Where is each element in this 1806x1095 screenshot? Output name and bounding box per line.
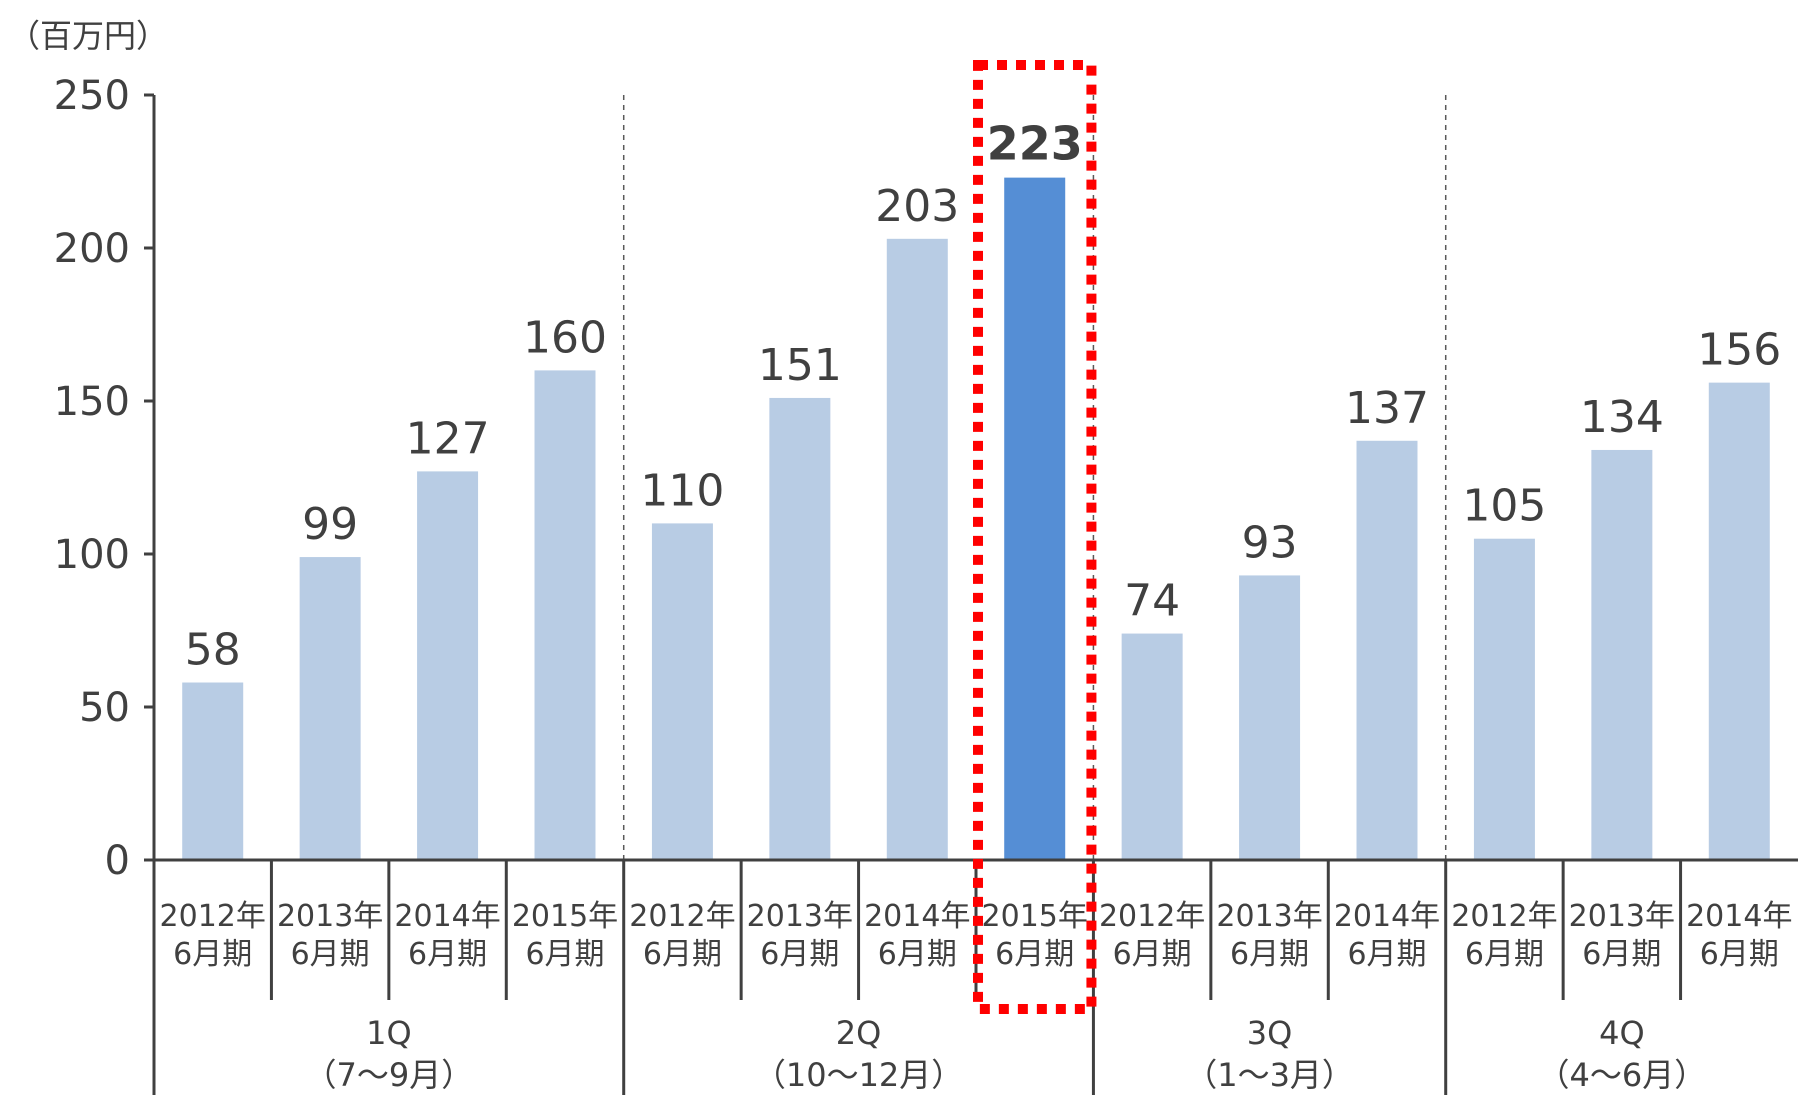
- category-year-label: 2013年: [1569, 899, 1675, 934]
- category-period-label: 6月期: [1113, 937, 1192, 972]
- highlight-frame-group: [973, 60, 1097, 1014]
- data-label: 156: [1697, 325, 1781, 376]
- bar: [1121, 633, 1183, 860]
- data-label: 93: [1242, 517, 1298, 568]
- bar: [651, 523, 713, 860]
- group-dividers: [622, 95, 1447, 860]
- category-year-label: 2012年: [1099, 899, 1205, 934]
- category-year-label: 2012年: [160, 899, 266, 934]
- data-label: 58: [185, 625, 241, 676]
- group-sublabel: （10〜12月）: [754, 1056, 963, 1094]
- category-year-label: 2014年: [1334, 899, 1440, 934]
- bar: [182, 682, 244, 860]
- group-label: 2Q: [836, 1014, 882, 1052]
- category-year-label: 2013年: [747, 899, 853, 934]
- data-label: 134: [1580, 392, 1664, 443]
- y-tick-label: 200: [54, 226, 130, 272]
- data-label: 99: [302, 499, 358, 550]
- group-label: 1Q: [366, 1014, 412, 1052]
- group-sublabel: （4〜6月）: [1537, 1056, 1706, 1094]
- category-labels: 2012年6月期2013年6月期2014年6月期2015年6月期2012年6月期…: [160, 899, 1793, 972]
- axes: [144, 93, 1798, 1095]
- y-tick-label: 250: [54, 73, 130, 119]
- group-labels: 1Q （7〜9月） 2Q （10〜12月） 3Q （1〜3月） 4Q （4〜6月）: [304, 1014, 1706, 1094]
- data-label: 105: [1462, 481, 1546, 532]
- category-year-label: 2014年: [864, 899, 970, 934]
- bar: [417, 471, 479, 860]
- data-label: 223: [987, 117, 1083, 171]
- category-period-label: 6月期: [525, 937, 604, 972]
- category-period-label: 6月期: [1347, 937, 1426, 972]
- bar: [1356, 440, 1418, 860]
- category-period-label: 6月期: [408, 937, 487, 972]
- bar: [1708, 382, 1770, 860]
- data-label: 160: [523, 312, 607, 363]
- category-year-label: 2015年: [512, 899, 618, 934]
- data-label: 203: [875, 181, 959, 232]
- bar: [1004, 177, 1066, 860]
- data-labels: 58 99 127 160 110 151 203 223 74 93 137 105 134 156: [185, 117, 1782, 676]
- group-sublabel: （7〜9月）: [304, 1056, 473, 1094]
- category-period-label: 6月期: [1700, 937, 1779, 972]
- unit-label: （百万円）: [8, 17, 168, 55]
- data-label: 127: [406, 413, 490, 464]
- category-year-label: 2014年: [394, 899, 500, 934]
- category-year-label: 2013年: [1216, 899, 1322, 934]
- group-sublabel: （1〜3月）: [1185, 1056, 1354, 1094]
- bar: [769, 397, 831, 860]
- bar: [534, 370, 596, 860]
- category-period-label: 6月期: [1465, 937, 1544, 972]
- category-year-label: 2012年: [1451, 899, 1557, 934]
- y-tick-labels: 0 50 100 150 200 250: [54, 73, 130, 884]
- data-label: 74: [1124, 576, 1180, 627]
- category-period-label: 6月期: [173, 937, 252, 972]
- y-tick-label: 150: [54, 379, 130, 425]
- bar: [1239, 575, 1301, 860]
- category-period-label: 6月期: [995, 937, 1074, 972]
- group-label: 4Q: [1599, 1014, 1645, 1052]
- highlight-frame: [973, 60, 1097, 1014]
- bars: [182, 177, 1770, 860]
- category-period-label: 6月期: [1582, 937, 1661, 972]
- data-label: 110: [640, 465, 724, 516]
- bar: [1591, 449, 1653, 860]
- y-tick-label: 0: [105, 838, 130, 884]
- category-year-label: 2012年: [629, 899, 735, 934]
- bar: [1473, 538, 1535, 860]
- data-label: 137: [1345, 383, 1429, 434]
- y-tick-label: 50: [79, 685, 130, 731]
- category-period-label: 6月期: [291, 937, 370, 972]
- category-period-label: 6月期: [1230, 937, 1309, 972]
- category-year-label: 2014年: [1686, 899, 1792, 934]
- y-tick-label: 100: [54, 532, 130, 578]
- category-period-label: 6月期: [760, 937, 839, 972]
- group-label: 3Q: [1247, 1014, 1293, 1052]
- category-year-label: 2013年: [277, 899, 383, 934]
- category-period-label: 6月期: [878, 937, 957, 972]
- category-period-label: 6月期: [643, 937, 722, 972]
- bar: [299, 557, 361, 860]
- category-year-label: 2015年: [982, 899, 1088, 934]
- data-label: 151: [758, 340, 842, 391]
- bar: [886, 238, 948, 860]
